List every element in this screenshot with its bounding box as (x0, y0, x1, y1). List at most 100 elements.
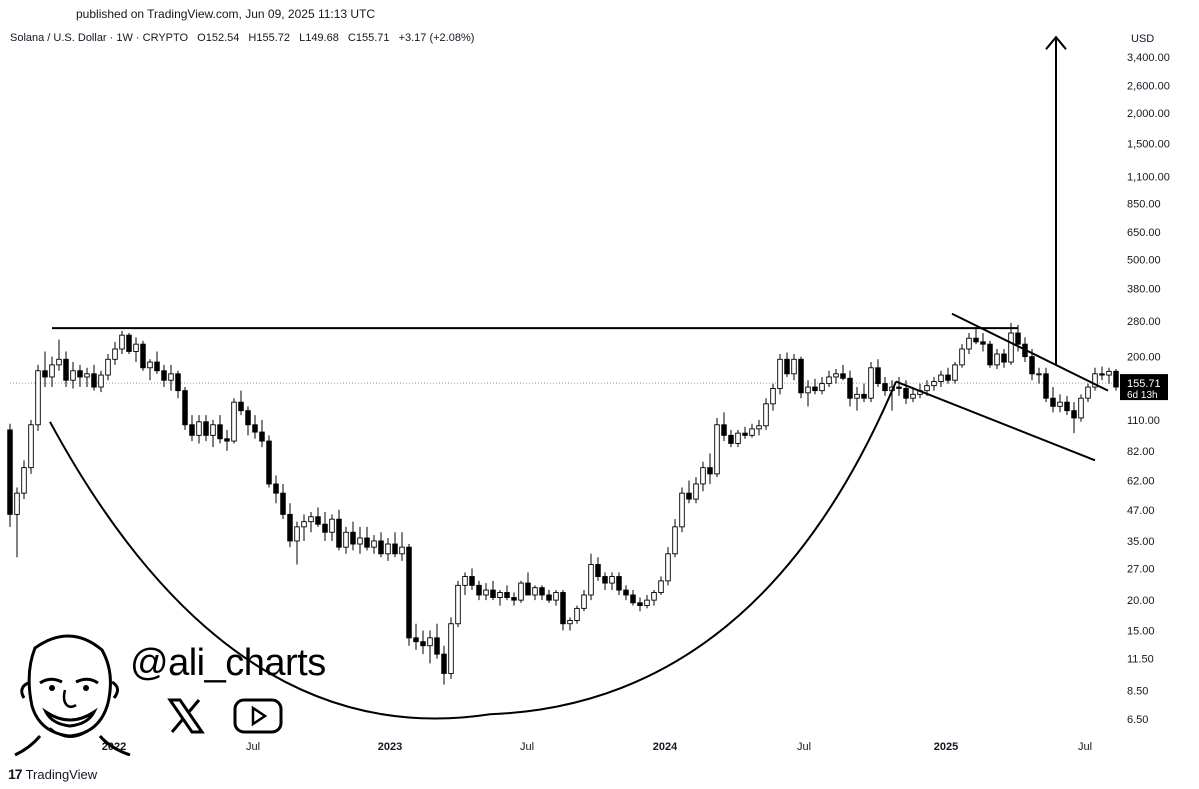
candle-body-up (1085, 386, 1091, 399)
candle (175, 370, 181, 399)
candle (182, 387, 188, 430)
candle-body-up (462, 576, 468, 586)
candle-body-up (385, 543, 391, 555)
candle (266, 435, 272, 488)
time-tick-label: Jul (1078, 741, 1092, 753)
candle-body-down (973, 337, 979, 343)
tradingview-logo[interactable]: 17 TradingView (8, 766, 97, 782)
candle-body-up (693, 483, 699, 500)
candle-body-up (966, 337, 972, 350)
candle (217, 415, 223, 444)
x-logo-icon (167, 698, 205, 734)
candle (21, 460, 27, 500)
drawings-layer (49, 35, 1109, 720)
candle (1078, 394, 1084, 422)
price-tick-label: 15.00 (1127, 626, 1155, 638)
price-tick-label: 280.00 (1127, 316, 1161, 328)
candle-body-down (315, 516, 321, 525)
price-tick-label: 650.00 (1127, 227, 1161, 239)
candle (966, 333, 972, 355)
candle-body-up (749, 428, 755, 436)
candle (623, 585, 629, 601)
price-axis[interactable]: USD 3,400.00 2,600.00 2,000.00 1,500.00 1,100… (1120, 33, 1170, 726)
candle (280, 483, 286, 520)
candle (455, 580, 461, 628)
candle-body-up (371, 540, 377, 548)
symbol-info-bar: Solana / U.S. Dollar · 1W · CRYPTO O152.… (10, 32, 480, 44)
candle-body-up (1008, 332, 1014, 363)
candle-body-up (147, 361, 153, 369)
candle (42, 351, 48, 388)
candle-body-down (840, 373, 846, 379)
candle-body-down (490, 589, 496, 598)
candle (63, 351, 69, 388)
candle (7, 423, 13, 527)
time-tick-label: Jul (520, 741, 534, 753)
candles-layer (7, 322, 1119, 685)
candle (560, 590, 566, 631)
candle (749, 423, 755, 438)
candle (812, 378, 818, 395)
candle (805, 380, 811, 407)
candle-body-down (707, 467, 713, 475)
candle (938, 370, 944, 388)
candle-body-down (350, 531, 356, 545)
candle-body-down (903, 388, 909, 399)
candle (119, 330, 125, 355)
close-value: C155.71 (347, 32, 390, 44)
candle (301, 514, 307, 541)
candle (238, 390, 244, 416)
candle (504, 585, 510, 601)
candle (1036, 367, 1042, 384)
candle-body-up (112, 348, 118, 360)
candle-body-down (217, 424, 223, 440)
candle (413, 623, 419, 650)
time-axis[interactable]: 2022 Jul 2023 Jul 2024 Jul 2025 Jul (102, 741, 1092, 753)
price-tick-label: 200.00 (1127, 352, 1161, 364)
candle-body-up (1092, 373, 1098, 388)
candle (798, 356, 804, 399)
price-tick-label: 8.50 (1127, 686, 1148, 698)
candle-body-down (623, 589, 629, 596)
candle-body-down (798, 358, 804, 394)
candle (581, 590, 587, 612)
candle-body-up (231, 401, 237, 442)
candle-body-down (1029, 356, 1035, 375)
candle-body-up (483, 589, 489, 596)
candle-body-down (1001, 353, 1007, 363)
candle-body-down (1050, 397, 1056, 407)
candle (826, 370, 832, 388)
candle (763, 398, 769, 430)
candle (651, 590, 657, 606)
candle-body-up (868, 367, 874, 399)
change-value: +3.17 (+2.08%) (398, 32, 475, 44)
candle-body-down (504, 592, 510, 598)
low-value: L149.68 (299, 32, 339, 44)
candle (1106, 367, 1112, 384)
candle-body-up (1078, 397, 1084, 419)
candle-body-down (1113, 370, 1119, 388)
candle-body-down (1064, 401, 1070, 412)
candle (357, 526, 363, 554)
candle-body-down (406, 546, 412, 639)
candle-body-down (287, 513, 293, 542)
candle (112, 341, 118, 365)
candle (84, 367, 90, 388)
candle-body-up (427, 637, 433, 647)
time-tick-label: Jul (797, 741, 811, 753)
candle-body-down (280, 492, 286, 515)
symbol-name[interactable]: Solana / U.S. Dollar · 1W · CRYPTO (10, 32, 189, 44)
candle (252, 415, 258, 439)
candle-body-down (875, 367, 881, 385)
candle-body-up (35, 370, 41, 426)
price-tick-label: 35.00 (1127, 536, 1155, 548)
candle-body-down (273, 483, 279, 494)
candle (364, 526, 370, 551)
candle-body-up (756, 425, 762, 430)
candle (49, 356, 55, 388)
candle-body-up (714, 424, 720, 475)
candle-body-down (882, 383, 888, 392)
candle (770, 383, 776, 411)
price-tick-label: 6.50 (1127, 714, 1148, 726)
